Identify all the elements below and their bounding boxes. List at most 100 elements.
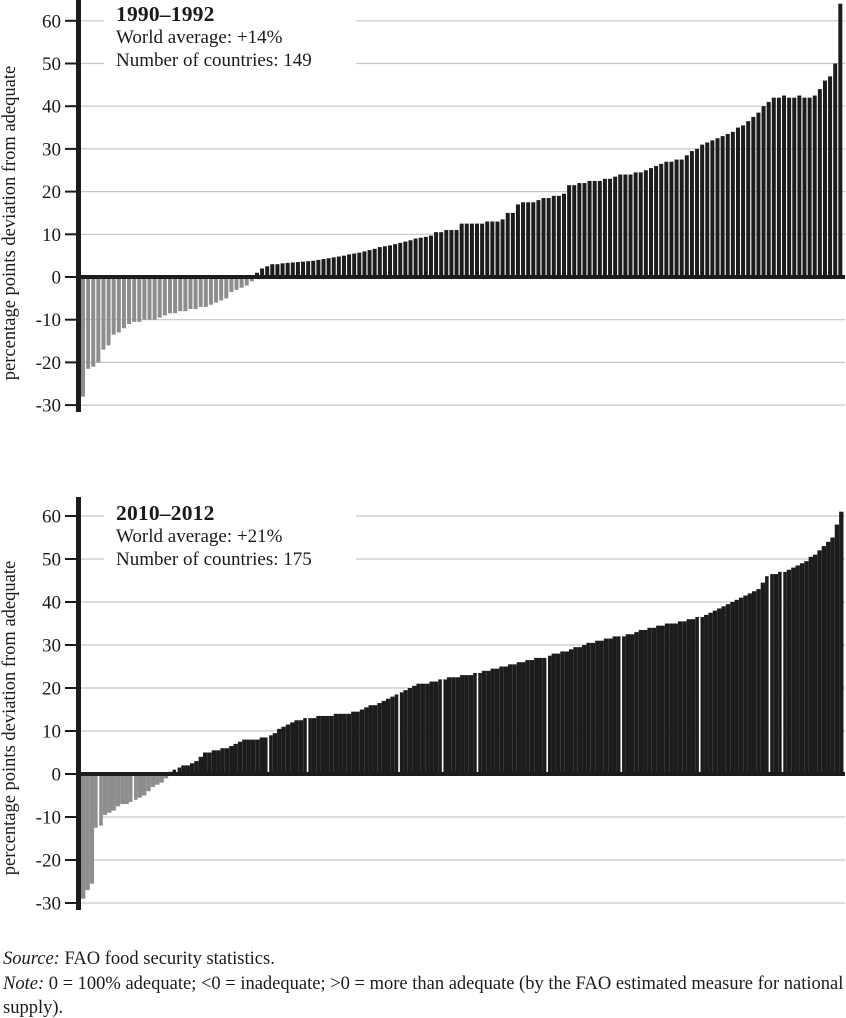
country-bar (351, 711, 356, 774)
y-axis-line (76, 497, 81, 910)
y-tick-label: -20 (36, 851, 61, 872)
country-bar (367, 250, 372, 277)
country-bar (786, 569, 792, 774)
y-tick-label: 50 (42, 550, 61, 571)
country-bar (529, 660, 535, 774)
country-bar (429, 681, 434, 774)
y-tick-label: 10 (42, 722, 61, 743)
country-bar (277, 728, 282, 774)
bar-gap (267, 735, 270, 774)
country-bar (372, 705, 378, 774)
country-bar (338, 713, 343, 774)
country-bar (372, 248, 377, 277)
country-bar (198, 756, 203, 774)
country-bar (115, 774, 121, 807)
y-tick-label: 10 (42, 225, 61, 246)
country-bar (294, 720, 299, 774)
country-bar (189, 763, 195, 774)
country-bar (198, 277, 203, 307)
country-bar (679, 159, 684, 277)
country-bar (394, 694, 400, 774)
chart2-title: 2010–2012 (116, 501, 215, 525)
bar-gap (768, 574, 771, 774)
country-bar (741, 125, 746, 277)
country-bar (495, 221, 500, 277)
bar-chart-2010-2012: 60 50 40 30 20 10 0 -10 -20 -30 (36, 497, 845, 915)
y-tick-label: 50 (42, 54, 61, 75)
bar-gap (306, 718, 309, 774)
country-bar (595, 640, 600, 774)
country-bar (342, 713, 347, 774)
country-bar (220, 748, 225, 774)
country-bar (152, 277, 157, 320)
footer-notes: Source: FAO food security statistics. No… (3, 947, 844, 1018)
country-bar (725, 604, 731, 774)
country-bar (270, 264, 275, 277)
country-bar (808, 556, 813, 774)
country-bar (111, 277, 116, 335)
country-bar (459, 223, 464, 277)
country-bar (352, 253, 357, 277)
country-bar (704, 614, 709, 774)
country-bar (272, 733, 278, 774)
bar-gap (620, 636, 623, 774)
country-bar (178, 277, 183, 312)
country-bar (499, 666, 504, 774)
country-bar (562, 193, 566, 277)
country-bar (250, 739, 256, 774)
country-bar (96, 277, 101, 363)
country-bar (233, 743, 238, 774)
country-bar (418, 237, 423, 277)
country-bar (81, 277, 85, 397)
country-bar (481, 670, 487, 774)
country-bar (677, 621, 683, 774)
country-bar (234, 277, 239, 290)
country-bar (194, 761, 199, 774)
country-bar (146, 774, 151, 792)
country-bar (747, 593, 752, 774)
country-bar (446, 677, 452, 774)
country-bar (787, 97, 792, 277)
country-bar (778, 571, 783, 774)
country-bar (765, 576, 770, 774)
country-bar (730, 131, 735, 277)
country-bar (301, 261, 306, 277)
country-bar (761, 106, 766, 277)
country-bar (416, 683, 421, 774)
country-bar (602, 178, 607, 277)
country-bar (341, 255, 346, 277)
country-bar (490, 668, 495, 774)
country-bar (568, 649, 574, 774)
country-bar (102, 774, 108, 815)
country-bar (791, 567, 796, 774)
chart2-title-block: 2010–2012 World average: +21% Number of … (104, 499, 356, 575)
country-bar (185, 765, 190, 774)
country-bar (359, 709, 365, 774)
country-bar (735, 127, 740, 277)
country-bar (743, 595, 748, 774)
country-bar (560, 651, 565, 774)
country-bar (377, 247, 382, 277)
country-bar (172, 769, 177, 774)
country-bar (618, 174, 623, 277)
country-bar (451, 677, 456, 774)
country-bar (771, 97, 776, 277)
country-bar (388, 245, 393, 277)
country-bar (377, 703, 382, 774)
country-bar (769, 574, 774, 774)
country-bar (428, 235, 433, 277)
chart1-number-of-countries: Number of countries: 149 (116, 49, 312, 71)
country-bar (521, 202, 526, 277)
country-bar (799, 563, 805, 774)
country-bar (613, 176, 618, 277)
country-bar (705, 142, 710, 277)
country-bar (159, 774, 164, 783)
country-bar (700, 144, 705, 277)
country-bar (721, 606, 726, 774)
country-bar (132, 277, 137, 322)
country-bar (124, 774, 129, 805)
country-bar (207, 752, 212, 774)
chart2-number-of-countries: Number of countries: 175 (116, 548, 312, 570)
country-bar (556, 195, 561, 277)
country-bar (586, 642, 591, 774)
